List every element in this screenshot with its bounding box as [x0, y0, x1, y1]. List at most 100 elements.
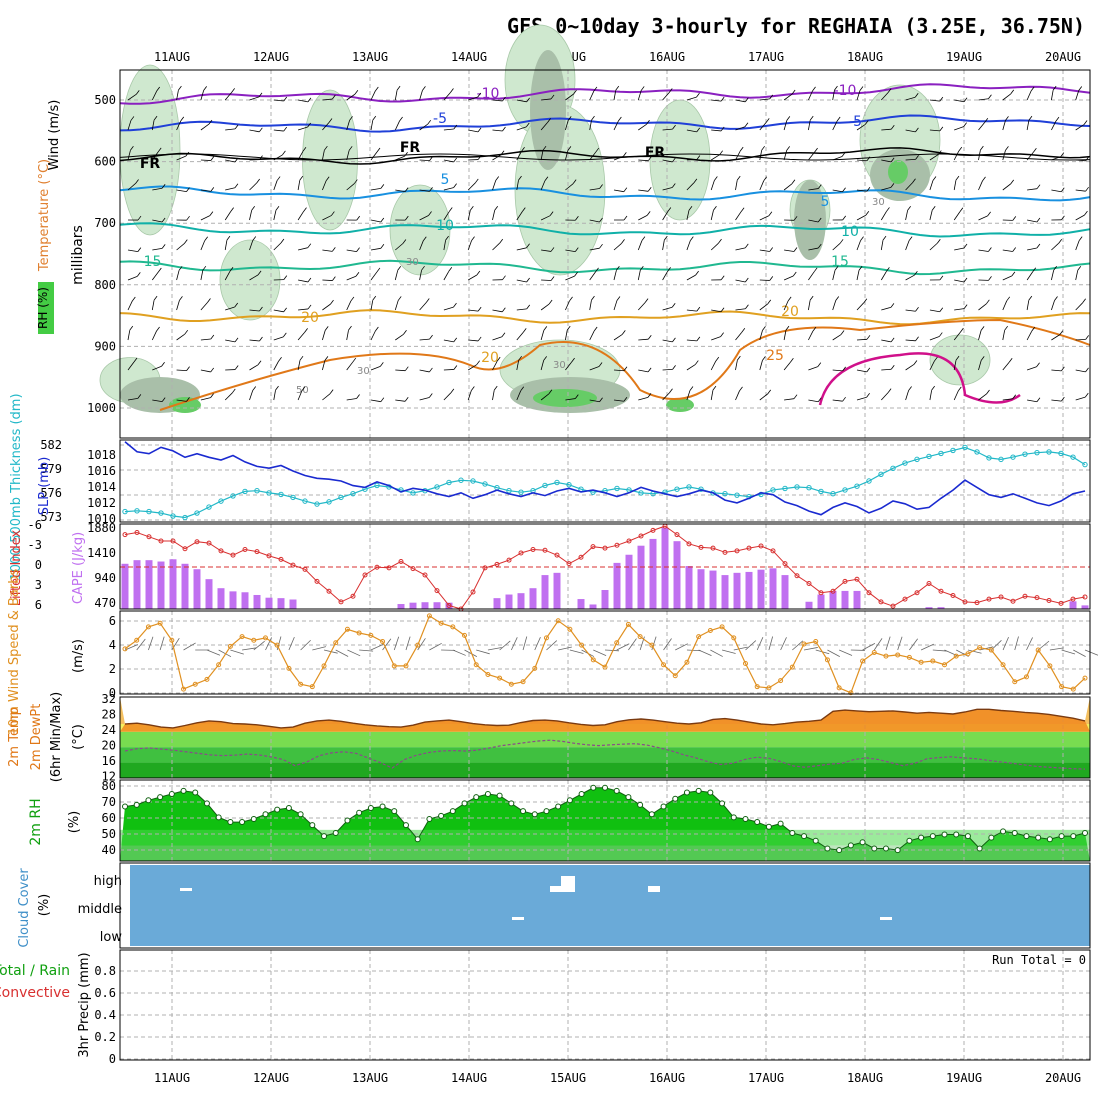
wind-barb-flag [502, 275, 506, 280]
wind-barb [516, 360, 520, 371]
wind-barb-flag [915, 336, 919, 342]
wind-barb [978, 98, 989, 101]
wind-barb [540, 303, 550, 311]
wind-barb [540, 393, 550, 401]
wind-barb-flag [694, 360, 699, 365]
wind-barb-flag [477, 92, 482, 98]
wind-barb-flag [623, 366, 628, 372]
isotherm-label: 5 [821, 194, 830, 210]
thickness-point [254, 487, 260, 494]
wind-barb [832, 243, 841, 251]
lifted-index-point [374, 564, 380, 570]
rh-tick: 50 [102, 827, 116, 841]
wind-barb [881, 368, 892, 371]
wind-barb [856, 159, 868, 162]
wind-barb [152, 219, 163, 223]
wind-barb [540, 215, 551, 221]
ylabel-wind10m-unit: (m/s) [71, 639, 86, 673]
isotherm-label: 5 [441, 172, 450, 188]
wind-barb [832, 399, 843, 402]
wind-barb-flag [715, 356, 720, 362]
wind-barb-flag [866, 156, 871, 162]
isotherm-25-line [159, 318, 1091, 411]
wind-barb [394, 90, 398, 101]
wind-barb-flag [180, 116, 185, 122]
wind-barb-flag [302, 147, 307, 152]
ylabel-minmax: (6hr Min/Max) [49, 692, 64, 782]
thickness-point [926, 453, 932, 460]
wind-barb [1075, 189, 1086, 192]
wind-barb [565, 300, 570, 311]
wind-barb [662, 306, 673, 311]
wind-barb-flag [403, 330, 407, 335]
wind-barb [638, 215, 648, 221]
wind-barb-flag [647, 393, 652, 398]
wind-barb-flag [1061, 215, 1065, 221]
wind-barb [978, 360, 982, 371]
lifted-index-point [422, 572, 428, 578]
wind-barb-flag [787, 296, 792, 302]
wind-barb [1075, 124, 1085, 131]
wind-barb [905, 182, 913, 191]
thickness-point [170, 513, 176, 519]
wind-barb [200, 215, 211, 221]
wind-speed-point [848, 690, 854, 696]
thickness-line [124, 446, 1086, 519]
wind-barb-flag [331, 247, 336, 252]
wind-barb [711, 129, 722, 132]
wind-barb [662, 92, 670, 101]
wind10m-barb [628, 638, 637, 651]
thickness-point [962, 444, 968, 451]
cloud-level-label: low [100, 930, 123, 945]
wind-barb [127, 183, 136, 191]
wind-speed-point [1047, 663, 1053, 669]
wind-barb [370, 366, 381, 371]
thickness-point [230, 493, 236, 499]
wind-barb [492, 390, 495, 401]
wind-barb [224, 271, 231, 281]
wind-barb [516, 99, 527, 103]
wind-barb-flag [495, 176, 500, 181]
wind-barb [589, 188, 600, 191]
temp-tick: 24 [102, 723, 116, 737]
wind-barb-flag [397, 266, 402, 271]
wind-barb-flag [500, 150, 505, 156]
wind-barb [224, 240, 228, 251]
wind-barb-flag [769, 94, 774, 100]
wind-barb-flag [866, 335, 871, 340]
wind-barb-flag [477, 336, 482, 342]
wind-barb-flag [931, 385, 935, 391]
isotherm-label: 25 [766, 348, 784, 364]
wind-barb-flag [354, 90, 359, 95]
wind-barb-flag [1085, 367, 1089, 373]
ylabel-slp: SLP (mb) [37, 457, 52, 516]
thickness-point [638, 490, 644, 496]
wind-barb-flag [667, 207, 672, 212]
wind-barb [759, 330, 763, 341]
rh-point [625, 794, 632, 801]
wind-barb-flag [1006, 296, 1011, 302]
lifted-index-point [542, 547, 548, 553]
wind-barb-flag [1031, 326, 1036, 332]
wind-barb [1051, 270, 1055, 281]
wind-barb [200, 338, 211, 341]
wind-speed-point [262, 635, 268, 641]
rh-point [824, 845, 831, 852]
wind-barb-flag [493, 385, 498, 391]
wind-barb-flag [939, 96, 944, 102]
wind-barb-flag [616, 296, 621, 301]
wind-barb [224, 211, 231, 221]
lifted-index-point [554, 552, 560, 558]
wind-barb-flag [428, 393, 433, 398]
wind-barb [613, 334, 623, 341]
cape-bar [217, 588, 225, 609]
wind-barb [395, 369, 406, 372]
wind-barb-flag [324, 356, 329, 361]
wind10m-barb [1026, 637, 1033, 651]
wind-barb-flag [474, 178, 479, 184]
wind-barb-flag [1059, 330, 1064, 335]
wind-barb-flag [518, 175, 522, 181]
wind-barb-flag [744, 122, 749, 128]
wind-barb-flag [348, 146, 353, 151]
wind-speed-point [181, 686, 187, 692]
